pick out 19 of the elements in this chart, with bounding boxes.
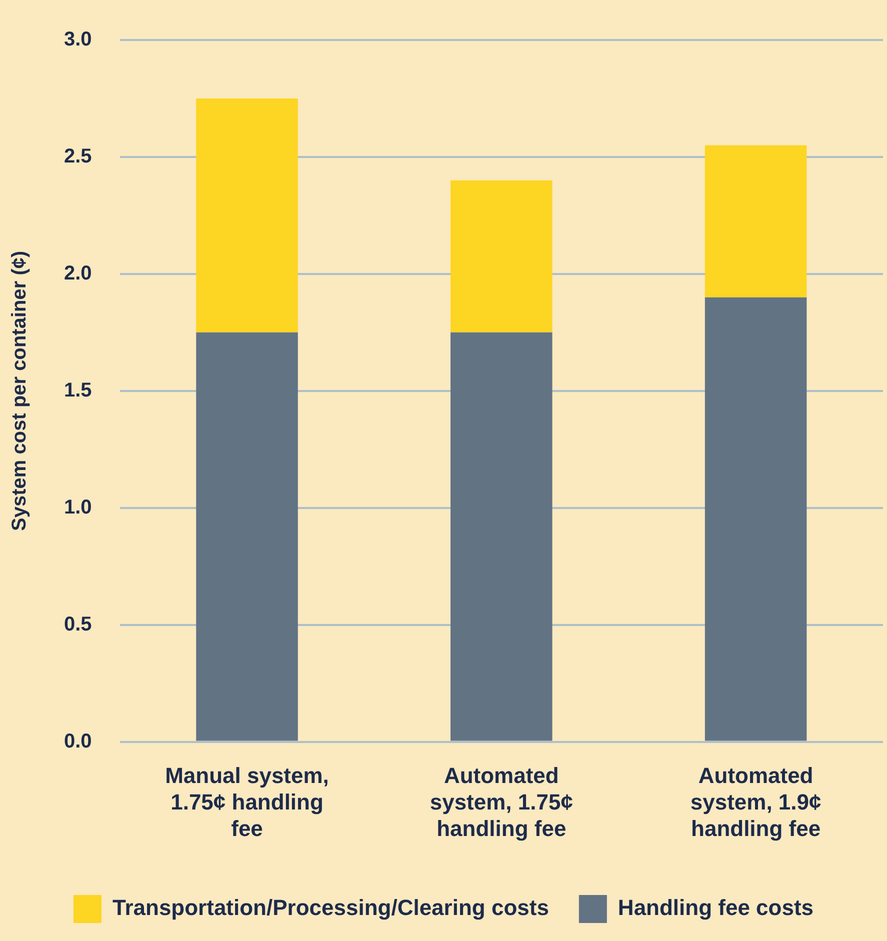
- y-axis-title: System cost per container (¢): [8, 250, 31, 531]
- legend-label: Transportation/Processing/Clearing costs: [112, 895, 549, 920]
- y-tick-label: 1.0: [64, 496, 92, 518]
- y-tick-label: 2.0: [64, 262, 92, 284]
- y-tick-label: 1.5: [64, 379, 92, 402]
- bar: [704, 297, 807, 741]
- y-tick-label: 2.5: [64, 145, 92, 168]
- bar: [450, 332, 552, 741]
- bar: [450, 180, 552, 332]
- bar: [196, 332, 298, 741]
- bar: [196, 98, 298, 332]
- x-tick-label: Automated system, 1.75¢ handling fee: [430, 763, 573, 841]
- y-tick-label: 3.0: [64, 28, 92, 51]
- legend-label: Handling fee costs: [618, 895, 814, 920]
- x-tick-label: Automated system, 1.9¢ handling fee: [690, 763, 822, 841]
- bar: [704, 145, 807, 298]
- y-tick-label: 0.0: [64, 730, 92, 752]
- y-tick-label: 0.5: [64, 613, 92, 636]
- x-tick-label: Manual system, 1.75¢ handling fee: [165, 763, 329, 841]
